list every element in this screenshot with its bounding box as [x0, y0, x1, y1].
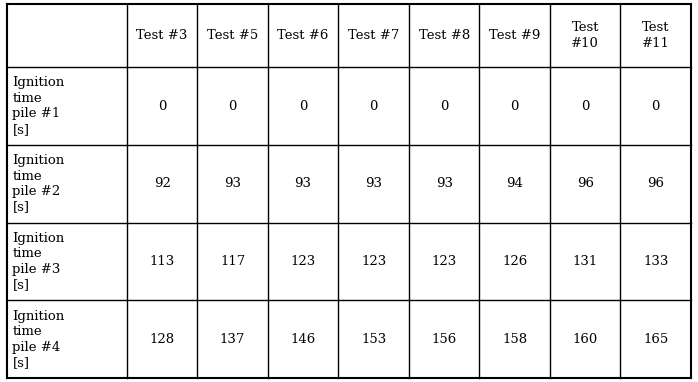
Text: 93: 93 [224, 177, 241, 190]
Text: Test #9: Test #9 [489, 29, 540, 42]
Text: 113: 113 [149, 255, 174, 268]
Text: 131: 131 [572, 255, 598, 268]
Text: 133: 133 [643, 255, 669, 268]
Text: 153: 153 [361, 333, 386, 346]
Text: 146: 146 [290, 333, 315, 346]
Text: 96: 96 [647, 177, 664, 190]
Text: 0: 0 [158, 99, 166, 113]
Text: 0: 0 [440, 99, 448, 113]
Text: 165: 165 [643, 333, 669, 346]
Text: 92: 92 [154, 177, 170, 190]
Text: 0: 0 [581, 99, 589, 113]
Text: 160: 160 [572, 333, 598, 346]
Text: Ignition
time
pile #4
[s]: Ignition time pile #4 [s] [13, 309, 65, 369]
Text: 123: 123 [361, 255, 386, 268]
Text: 123: 123 [431, 255, 456, 268]
Text: Ignition
time
pile #3
[s]: Ignition time pile #3 [s] [13, 232, 65, 291]
Text: 96: 96 [577, 177, 594, 190]
Text: Test
#10: Test #10 [571, 21, 599, 50]
Text: 156: 156 [431, 333, 456, 346]
Text: 94: 94 [506, 177, 523, 190]
Text: 0: 0 [369, 99, 378, 113]
Text: 93: 93 [436, 177, 453, 190]
Text: 117: 117 [220, 255, 245, 268]
Text: 137: 137 [220, 333, 245, 346]
Text: Ignition
time
pile #2
[s]: Ignition time pile #2 [s] [13, 154, 65, 214]
Text: 0: 0 [299, 99, 307, 113]
Text: Ignition
time
pile #1
[s]: Ignition time pile #1 [s] [13, 76, 65, 136]
Text: 126: 126 [502, 255, 527, 268]
Text: 0: 0 [651, 99, 660, 113]
Text: Test
#11: Test #11 [642, 21, 669, 50]
Text: Test #5: Test #5 [207, 29, 258, 42]
Text: 93: 93 [365, 177, 382, 190]
Text: 0: 0 [228, 99, 237, 113]
Text: Test #8: Test #8 [419, 29, 470, 42]
Text: Test #3: Test #3 [136, 29, 188, 42]
Text: Test #6: Test #6 [277, 29, 329, 42]
Text: 158: 158 [502, 333, 527, 346]
Text: 128: 128 [149, 333, 174, 346]
Text: 93: 93 [295, 177, 311, 190]
Text: Test #7: Test #7 [348, 29, 399, 42]
Text: 0: 0 [510, 99, 519, 113]
Text: 123: 123 [290, 255, 315, 268]
